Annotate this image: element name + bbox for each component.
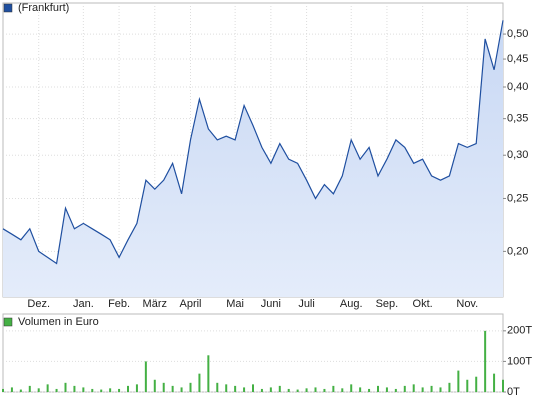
bar bbox=[162, 382, 165, 392]
bar bbox=[252, 384, 254, 392]
x-tick-label: April bbox=[179, 298, 201, 310]
bar bbox=[287, 388, 290, 392]
bar bbox=[430, 385, 433, 392]
y-tick-label: 0,45 bbox=[507, 53, 528, 65]
legend-swatch bbox=[3, 317, 13, 327]
x-tick-label: Aug. bbox=[340, 298, 363, 310]
bar bbox=[118, 388, 121, 392]
bar bbox=[144, 361, 147, 392]
bar bbox=[225, 384, 228, 392]
bar bbox=[421, 387, 424, 392]
bar bbox=[341, 388, 344, 392]
bar bbox=[171, 385, 174, 392]
bar bbox=[323, 388, 326, 392]
x-tick-label: Mai bbox=[226, 298, 244, 310]
bar bbox=[278, 385, 281, 392]
area bbox=[3, 20, 503, 298]
bar bbox=[269, 387, 272, 392]
bar bbox=[332, 385, 335, 392]
bar bbox=[91, 388, 94, 392]
bar bbox=[82, 387, 85, 392]
line bbox=[2, 20, 504, 265]
bar bbox=[260, 388, 263, 392]
legend-swatch bbox=[3, 3, 13, 13]
bar bbox=[19, 389, 22, 392]
bar bbox=[377, 385, 379, 392]
bar bbox=[359, 387, 362, 392]
y-tick-label: 0,20 bbox=[507, 245, 528, 257]
x-tick-label: Juli bbox=[298, 298, 315, 310]
bar bbox=[207, 355, 210, 392]
bar bbox=[109, 388, 112, 392]
y-tick-label: 0T bbox=[507, 386, 520, 398]
bar bbox=[2, 388, 4, 392]
bar bbox=[466, 379, 469, 392]
bar bbox=[314, 387, 317, 392]
bar bbox=[198, 373, 201, 392]
bar bbox=[350, 384, 353, 392]
bar bbox=[10, 387, 13, 392]
bar bbox=[448, 382, 451, 392]
y-tick-label: 200T bbox=[507, 325, 532, 337]
bar bbox=[439, 387, 442, 392]
bar bbox=[296, 389, 299, 392]
bar bbox=[28, 385, 31, 392]
y-tick-label: 0,35 bbox=[507, 113, 528, 125]
legend-label: Volumen in Euro bbox=[18, 316, 99, 328]
legend-label: (Frankfurt) bbox=[18, 2, 69, 14]
bar bbox=[484, 330, 487, 392]
bar bbox=[234, 385, 237, 392]
bar bbox=[385, 387, 388, 392]
bar bbox=[475, 376, 478, 392]
bar bbox=[37, 388, 40, 392]
bar bbox=[153, 379, 156, 392]
x-tick-label: Feb. bbox=[108, 298, 130, 310]
bar bbox=[243, 387, 246, 392]
bar bbox=[368, 388, 371, 392]
y-tick-label: 0,30 bbox=[507, 149, 528, 161]
bar bbox=[180, 387, 183, 392]
bar bbox=[412, 384, 415, 392]
x-tick-label: Sep. bbox=[376, 298, 399, 310]
bar bbox=[135, 384, 138, 392]
bar bbox=[305, 388, 308, 392]
bar bbox=[100, 389, 103, 392]
bar bbox=[189, 382, 192, 392]
x-tick-label: Juni bbox=[261, 298, 281, 310]
bar bbox=[457, 370, 460, 392]
bar bbox=[55, 388, 58, 392]
bar bbox=[403, 385, 406, 392]
x-tick-label: März bbox=[143, 298, 167, 310]
y-tick-label: 0,50 bbox=[507, 28, 528, 40]
x-tick-label: Jan. bbox=[73, 298, 94, 310]
bar bbox=[394, 388, 397, 392]
x-tick-label: Nov. bbox=[456, 298, 478, 310]
x-tick-label: Okt. bbox=[413, 298, 433, 310]
x-tick-label: Dez. bbox=[27, 298, 50, 310]
bar bbox=[493, 373, 496, 392]
bar bbox=[127, 385, 129, 392]
bar bbox=[216, 382, 219, 392]
bar bbox=[73, 385, 76, 392]
bar bbox=[46, 384, 49, 392]
y-tick-label: 0,40 bbox=[507, 81, 528, 93]
y-tick-label: 100T bbox=[507, 355, 532, 367]
bar bbox=[502, 379, 504, 392]
bar bbox=[64, 382, 67, 392]
y-tick-label: 0,25 bbox=[507, 192, 528, 204]
